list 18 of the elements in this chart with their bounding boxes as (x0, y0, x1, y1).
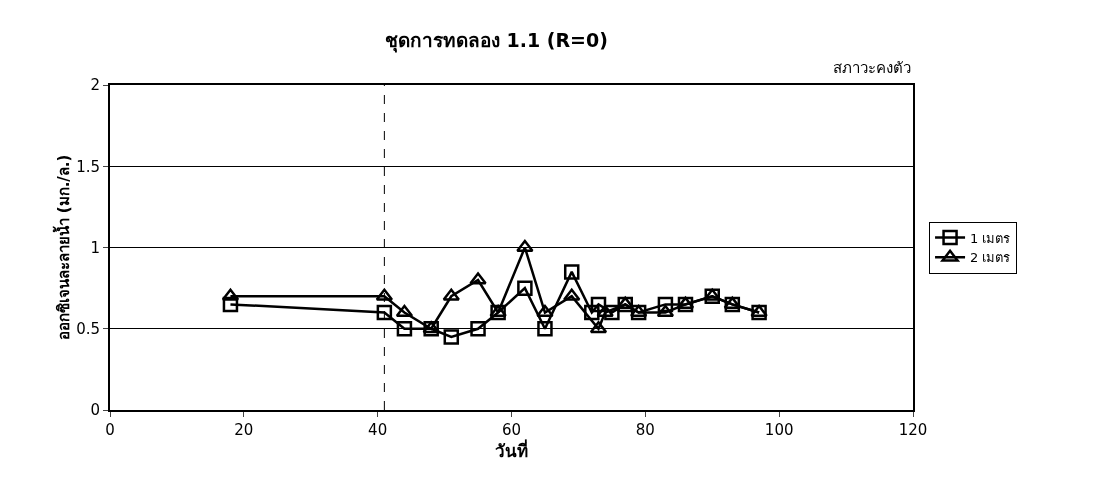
y-tick-label: 1 (90, 238, 100, 257)
x-tick-label: 40 (368, 421, 388, 439)
x-tick-label: 120 (898, 421, 928, 439)
legend-label: 2 เมตร (970, 250, 1011, 266)
y-axis-title: ออกซิเจนละลายน้ำ (มก./ล.) (52, 154, 73, 341)
chart-title: ชุดการทดลอง 1.1 (R=0) (384, 28, 608, 53)
y-tick-label: 1.5 (76, 157, 100, 176)
x-tick-label: 20 (234, 421, 254, 439)
y-tick-label: 0 (90, 401, 100, 420)
legend-label: 1 เมตร (970, 230, 1011, 246)
x-axis-title: วันที่ (495, 439, 528, 461)
y-tick-label: 0.5 (76, 320, 100, 338)
x-tick-label: 0 (105, 421, 115, 439)
y-tick-label: 2 (90, 76, 100, 95)
x-tick-label: 100 (764, 421, 794, 439)
text: สภาวะคงตัว (833, 59, 911, 77)
x-tick-label: 80 (635, 421, 655, 439)
x-tick-label: 60 (501, 421, 522, 439)
